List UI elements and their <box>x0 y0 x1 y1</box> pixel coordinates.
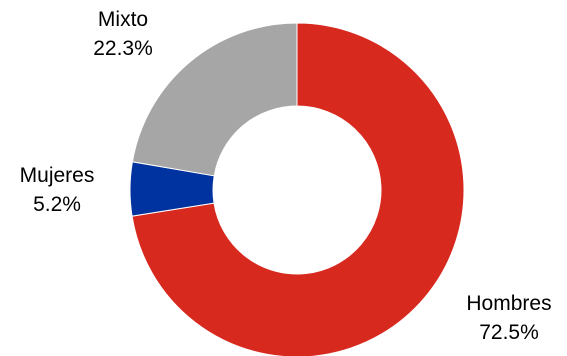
slice-hombres <box>131 22 465 356</box>
slice-value-hombres: 72.5% <box>479 321 539 344</box>
slice-label-mixto: Mixto <box>98 8 148 31</box>
slice-value-mujeres: 5.2% <box>33 193 81 216</box>
donut-slices <box>129 22 465 356</box>
slice-value-mixto: 22.3% <box>93 37 153 60</box>
slice-label-hombres: Hombres <box>466 292 551 315</box>
slice-label-mujeres: Mujeres <box>20 164 95 187</box>
slice-mixto <box>131 22 298 177</box>
slice-labels: Hombres 72.5% Mujeres 5.2% Mixto 22.3% <box>20 8 552 344</box>
